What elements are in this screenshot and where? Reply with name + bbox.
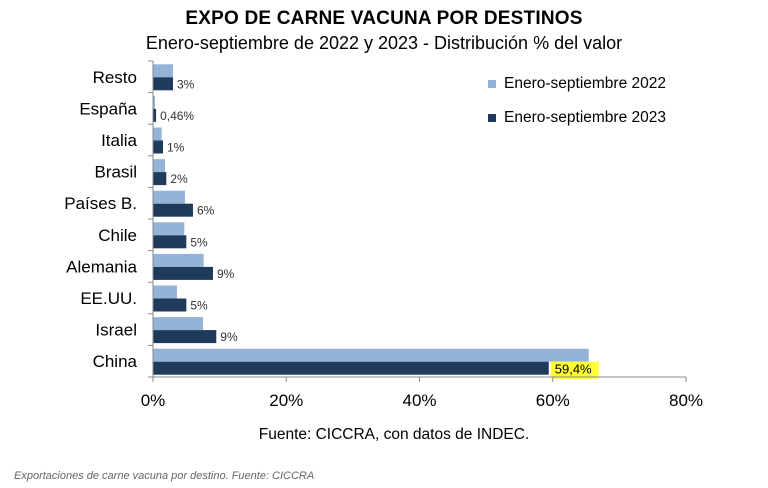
data-label: 59,4%	[555, 362, 592, 377]
data-label: 0,46%	[160, 109, 194, 123]
data-label: 9%	[220, 330, 238, 344]
bar-2023	[153, 330, 217, 344]
data-label: 1%	[167, 141, 185, 155]
category-label: España	[79, 99, 137, 118]
category-label: Alemania	[66, 257, 137, 276]
legend-swatch	[488, 114, 496, 122]
bar-2022	[153, 317, 203, 331]
bar-2022	[153, 190, 185, 204]
x-tick-label: 20%	[269, 391, 303, 410]
bar-2023	[153, 108, 157, 122]
data-label: 9%	[217, 267, 235, 281]
category-label: Brasil	[94, 163, 137, 182]
bar-2022	[153, 95, 155, 109]
bar-2023	[153, 361, 549, 375]
bar-2023	[153, 140, 163, 154]
legend-label: Enero-septiembre 2023	[504, 109, 666, 126]
bar-2023	[153, 298, 187, 312]
bar-2022	[153, 253, 204, 267]
x-tick-label: 0%	[141, 391, 166, 410]
legend-swatch	[488, 80, 496, 88]
image-caption: Exportaciones de carne vacuna por destin…	[14, 470, 315, 482]
category-label: Resto	[93, 68, 137, 87]
bar-2023	[153, 203, 193, 217]
highlight-box	[550, 361, 599, 379]
bar-2023	[153, 77, 173, 91]
chart-title: EXPO DE CARNE VACUNA POR DESTINOS	[185, 8, 583, 29]
category-label: Chile	[98, 226, 137, 245]
chart-subtitle: Enero-septiembre de 2022 y 2023 - Distri…	[145, 33, 623, 53]
bar-2022	[153, 285, 177, 299]
category-label: Israel	[95, 321, 137, 340]
x-tick-label: 60%	[536, 391, 570, 410]
x-tick-label: 80%	[669, 391, 703, 410]
data-label: 3%	[177, 77, 195, 91]
bar-2023	[153, 172, 167, 186]
bar-2022	[153, 64, 173, 78]
category-label: Países B.	[64, 194, 137, 213]
category-label: China	[93, 352, 138, 371]
bar-2022	[153, 222, 185, 236]
chart-source: Fuente: CICCRA, con datos de INDEC.	[258, 426, 530, 443]
x-tick-label: 40%	[402, 391, 436, 410]
data-label: 2%	[170, 172, 188, 186]
bar-2023	[153, 266, 213, 280]
bar-2022	[153, 127, 162, 141]
data-label: 5%	[190, 235, 208, 249]
category-label: EE.UU.	[80, 289, 137, 308]
bar-2022	[153, 348, 589, 362]
bar-2022	[153, 159, 165, 173]
category-label: Italia	[101, 131, 137, 150]
bar-2023	[153, 235, 187, 249]
data-label: 6%	[197, 204, 215, 218]
data-label: 5%	[190, 299, 208, 313]
legend-label: Enero-septiembre 2022	[504, 75, 666, 92]
